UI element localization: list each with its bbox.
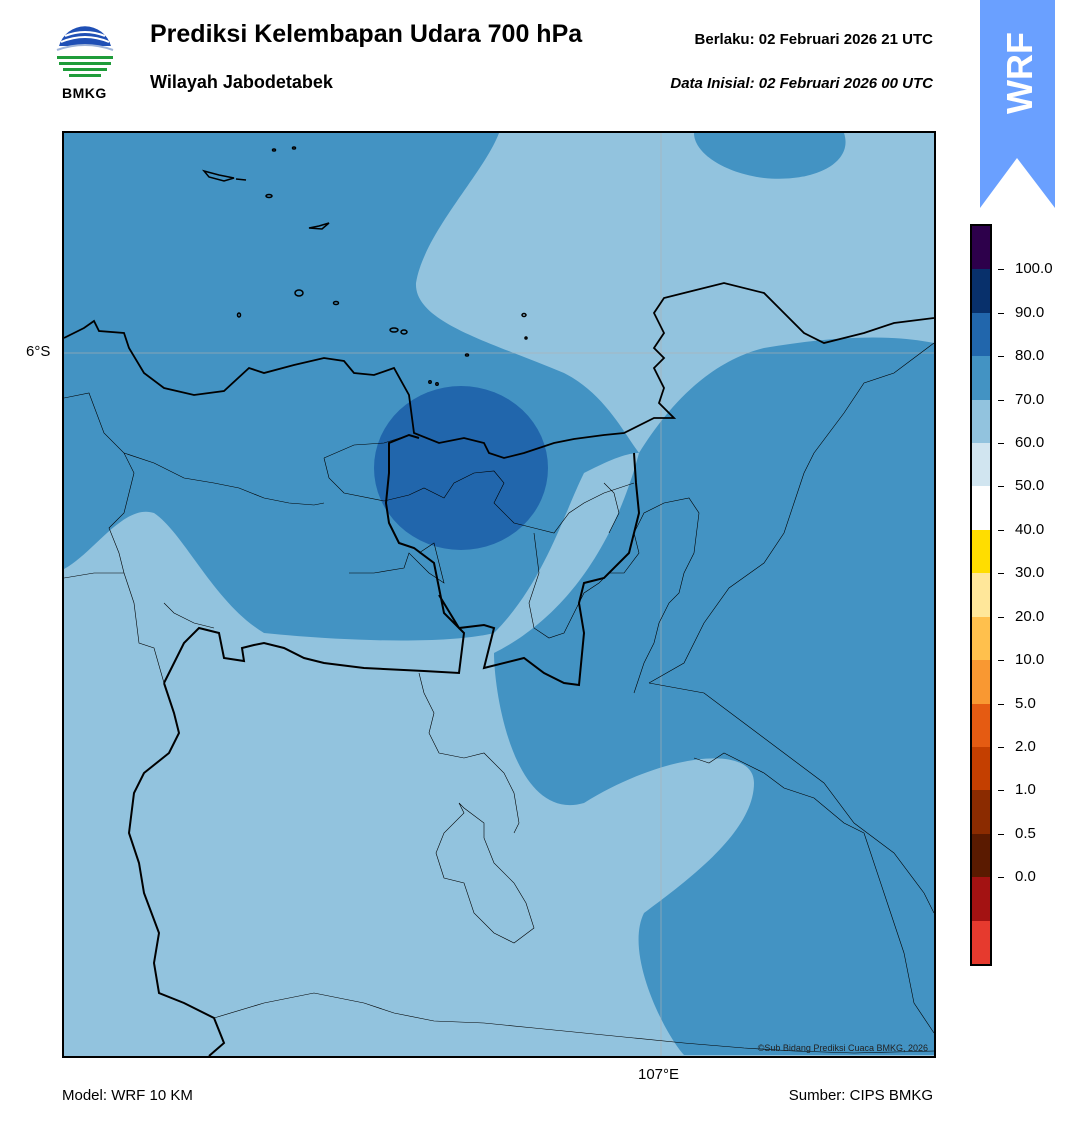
model-label: Model: WRF 10 KM	[62, 1087, 193, 1104]
colorbar-segment	[972, 920, 990, 964]
colorbar-segment	[972, 833, 990, 878]
colorbar-tick-label: 2.0	[1015, 737, 1036, 755]
humidity-map	[64, 133, 934, 1056]
colorbar-segment	[972, 529, 990, 574]
colorbar-segment	[972, 443, 990, 487]
colorbar-tick	[998, 877, 1004, 879]
humidity-zone-70-80-northeast	[694, 133, 846, 179]
colorbar-tick-label: 100.0	[1015, 260, 1053, 278]
colorbar-tick-label: 30.0	[1015, 564, 1045, 582]
colorbar-tick	[998, 399, 1004, 401]
coastline	[64, 282, 934, 459]
colorbar-segment	[972, 356, 990, 400]
colorbar-segment	[972, 312, 990, 357]
longitude-label: 107°E	[638, 1066, 680, 1083]
colorbar-tick	[998, 660, 1004, 662]
colorbar-tick-label: 50.0	[1015, 477, 1045, 495]
colorbar-tick-label: 60.0	[1015, 434, 1045, 452]
colorbar-tick-label: 0.5	[1015, 824, 1036, 842]
colorbar-tick-label: 5.0	[1015, 694, 1036, 712]
humidity-zone-70-80-east	[494, 337, 934, 1055]
colorbar-tick-label: 80.0	[1015, 347, 1045, 365]
map-credit: ©Sub Bidang Prediksi Cuaca BMKG, 2026	[757, 1043, 928, 1053]
colorbar-tick	[998, 616, 1004, 618]
colorbar-segment	[972, 616, 990, 661]
colorbar-tick	[998, 529, 1004, 531]
colorbar-tick	[998, 790, 1004, 792]
colorbar-segment	[972, 226, 990, 270]
colorbar-segment	[972, 573, 990, 617]
colorbar-tick	[998, 486, 1004, 488]
wrf-badge: WRF	[980, 0, 1055, 208]
colorbar-segment	[972, 269, 990, 313]
map-panel	[62, 131, 936, 1058]
colorbar	[970, 224, 992, 966]
colorbar-tick-label: 20.0	[1015, 607, 1045, 625]
colorbar-segment	[972, 399, 990, 444]
colorbar-tick-label: 0.0	[1015, 868, 1036, 886]
source-label: Sumber: CIPS BMKG	[788, 1087, 933, 1104]
region-boundary	[127, 433, 641, 1056]
colorbar-tick	[998, 269, 1004, 271]
colorbar-tick	[998, 573, 1004, 575]
colorbar-segment	[972, 660, 990, 704]
colorbar-tick-label: 90.0	[1015, 303, 1045, 321]
colorbar-tick	[998, 833, 1004, 835]
colorbar-tick	[998, 312, 1004, 314]
colorbar-segment	[972, 790, 990, 834]
humidity-zone-80-90	[374, 386, 548, 550]
colorbar-tick-label: 70.0	[1015, 390, 1045, 408]
valid-time: Berlaku: 02 Februari 2026 21 UTC	[694, 31, 933, 48]
colorbar-tick	[998, 356, 1004, 358]
colorbar-tick	[998, 443, 1004, 445]
bmkg-logo-icon	[56, 24, 114, 82]
colorbar-tick-label: 40.0	[1015, 520, 1045, 538]
region-subtitle: Wilayah Jabodetabek	[150, 72, 333, 92]
colorbar-tick-label: 10.0	[1015, 651, 1045, 669]
colorbar-tick	[998, 703, 1004, 705]
latitude-label: 6°S	[26, 343, 51, 360]
page-title: Prediksi Kelembapan Udara 700 hPa	[150, 20, 583, 48]
colorbar-segment	[972, 703, 990, 747]
colorbar-segment	[972, 746, 990, 791]
colorbar-segment	[972, 486, 990, 530]
logo-label: BMKG	[62, 85, 107, 101]
humidity-zone-70-80-west	[64, 133, 639, 641]
init-time: Data Inisial: 02 Februari 2026 00 UTC	[670, 75, 933, 92]
wrf-badge-text: WRF	[999, 32, 1040, 114]
colorbar-segment	[972, 877, 990, 921]
islands	[201, 146, 528, 386]
admin-boundaries	[64, 342, 934, 1054]
colorbar-tick	[998, 746, 1004, 748]
colorbar-tick-label: 1.0	[1015, 781, 1036, 799]
